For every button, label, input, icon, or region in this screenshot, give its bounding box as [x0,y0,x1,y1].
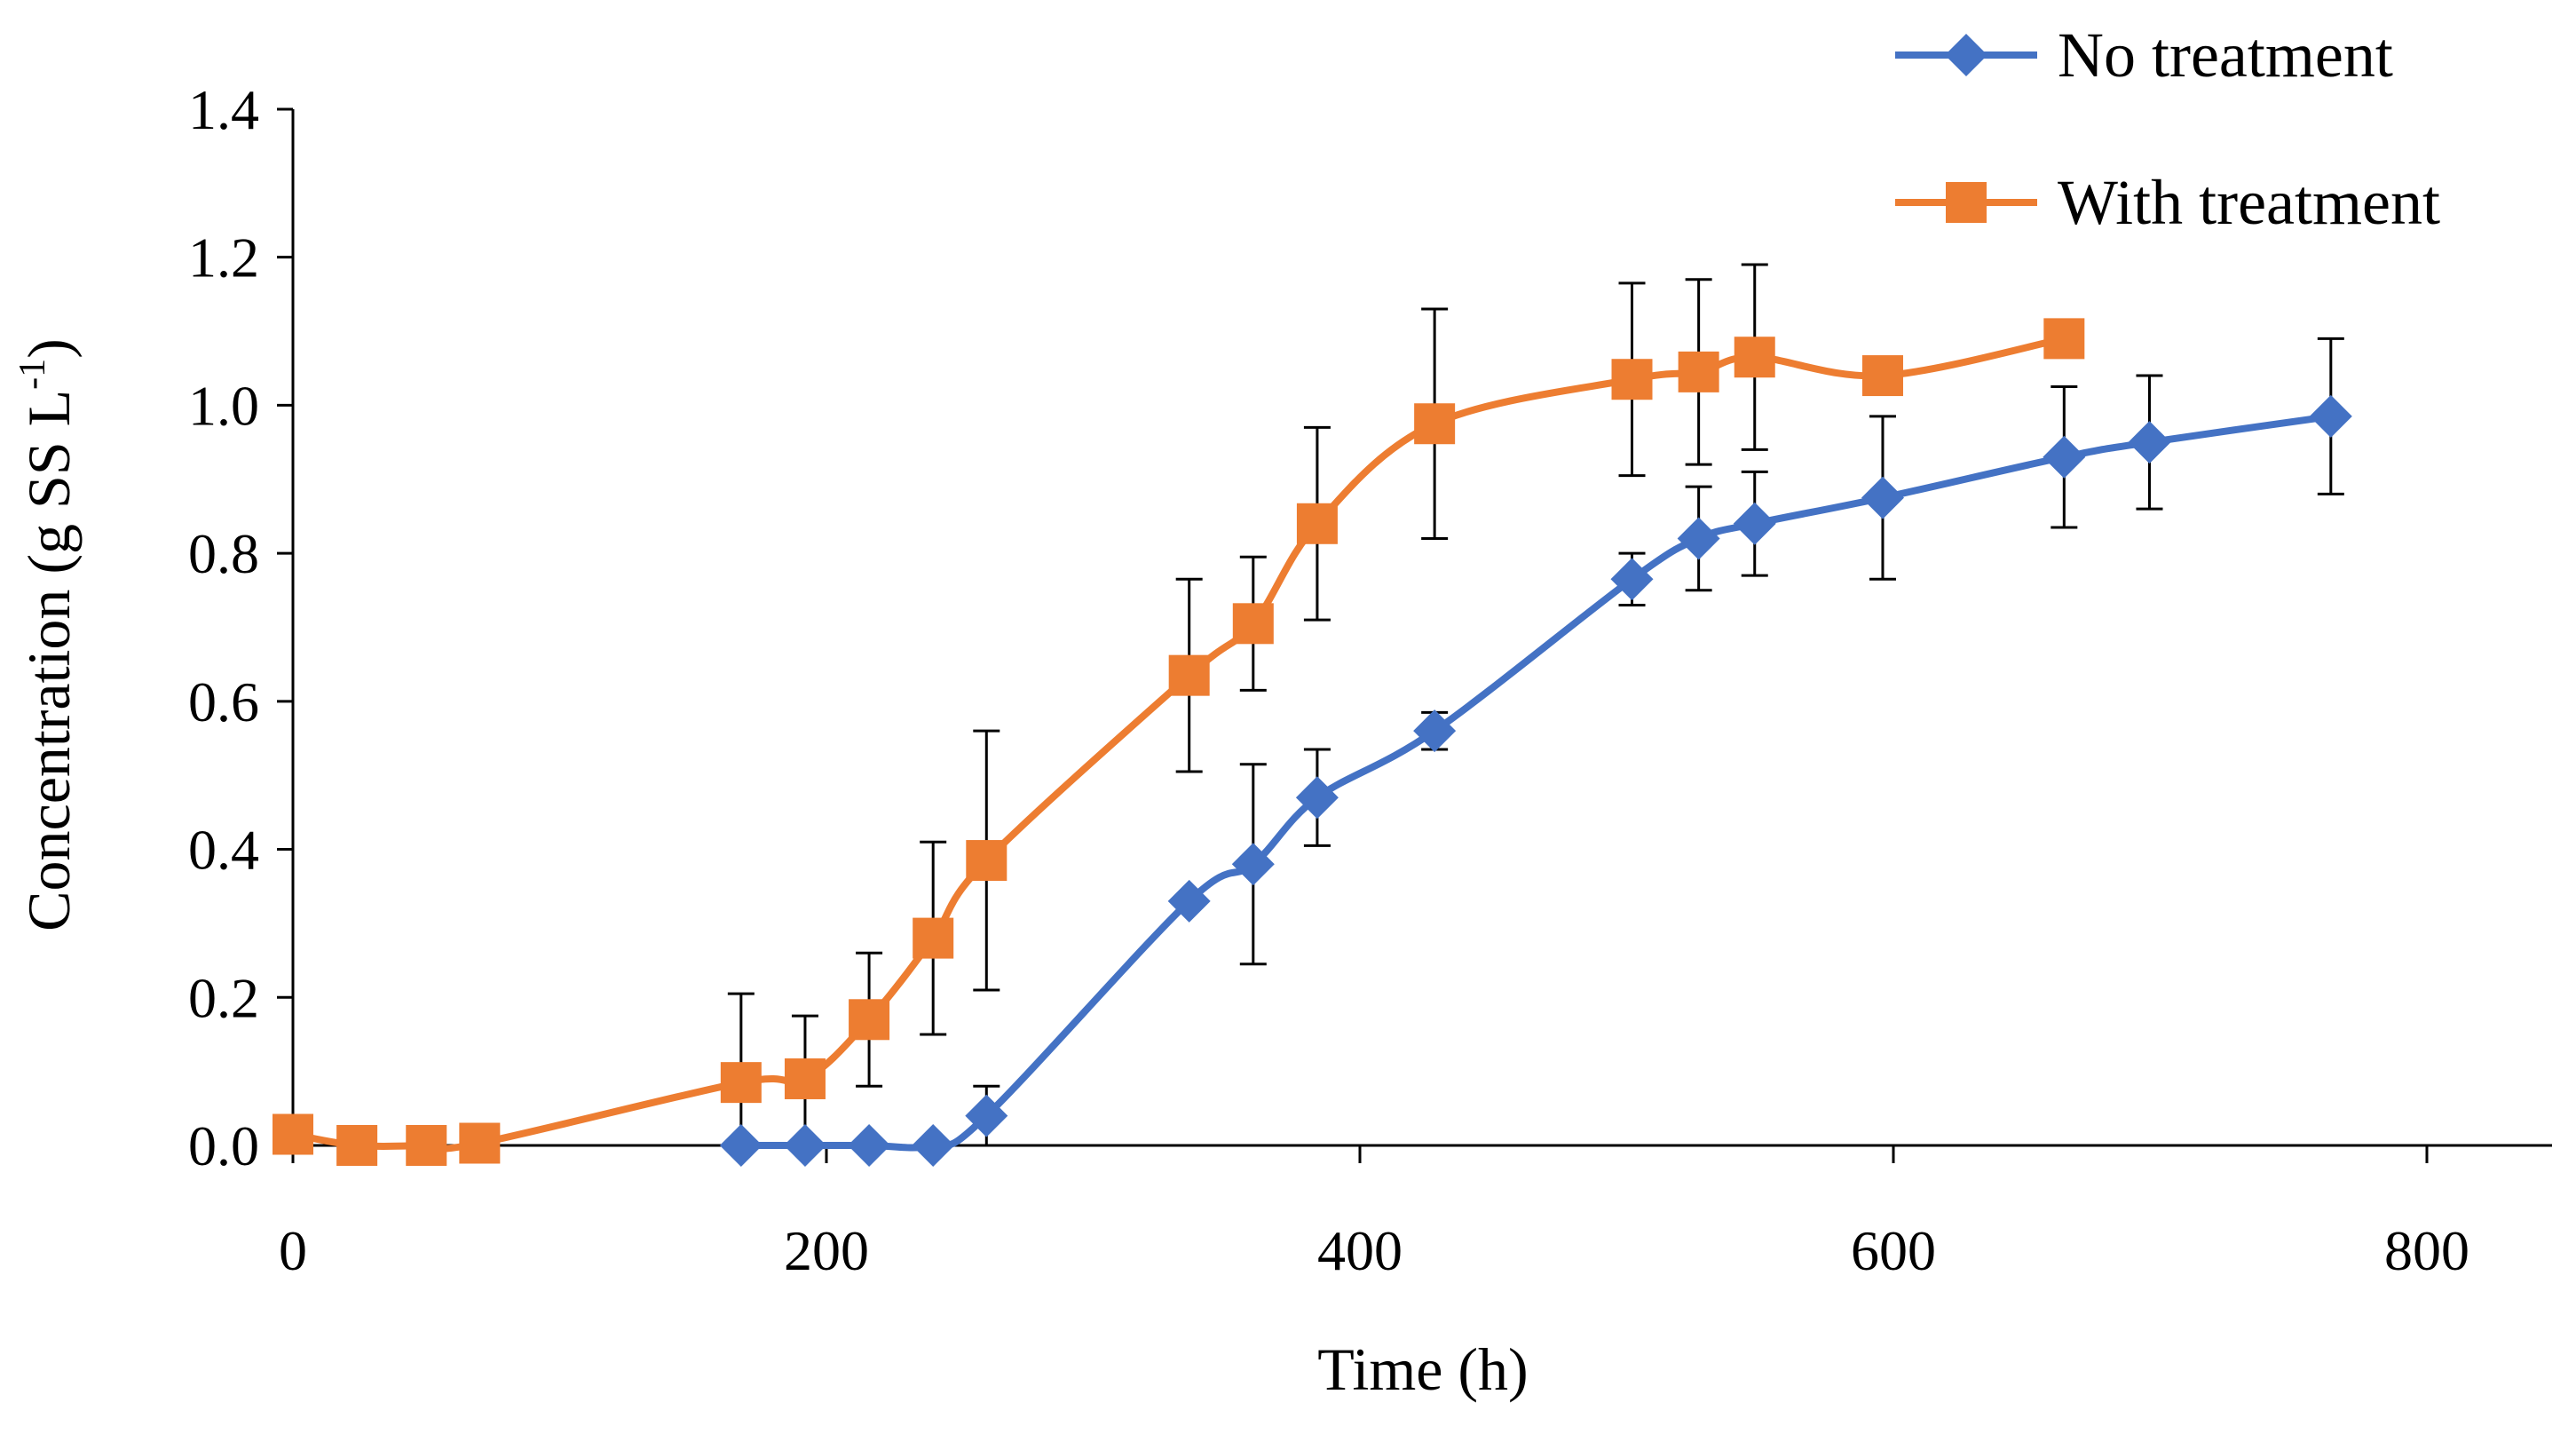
series-lines [289,335,2335,1153]
legend: No treatment With treatment [1895,20,2440,238]
series-markers [273,318,2352,1167]
no-treatment-line [737,412,2335,1152]
y-axis-title-close: ) [15,338,83,359]
no-treatment-marker [1167,879,1211,923]
no-treatment-marker [719,1124,763,1167]
no-treatment-marker [1413,709,1457,753]
with-treatment-marker [1861,355,1903,397]
with-treatment-marker [1678,351,1719,392]
legend-label-with-treatment: With treatment [2058,167,2440,238]
no-treatment-marker [848,1124,891,1167]
with-treatment-marker [784,1058,826,1099]
with-treatment-marker [1168,654,1210,696]
with-treatment-marker [273,1113,313,1155]
x-tick-label: 800 [2384,1219,2469,1282]
y-axis-title: Concentration (g SS L-1) [12,338,83,931]
no-treatment-marker [783,1124,826,1167]
y-tick-label: 1.4 [188,78,259,141]
with-treatment-marker [2043,318,2085,360]
x-axis-title: Time (h) [1317,1335,1528,1403]
y-tick-label: 0.4 [188,819,259,882]
no-treatment-marker [1231,843,1275,886]
y-axis-title-superscript: -1 [12,359,53,390]
with-treatment-marker [720,1062,762,1104]
no-treatment-marker [1677,517,1720,560]
with-treatment-marker [913,917,954,959]
legend-marker-with-treatment [1946,182,1987,223]
with-treatment-marker [336,1125,378,1166]
no-treatment-marker [912,1124,955,1167]
y-tick-label: 1.0 [188,374,259,437]
no-treatment-marker [2043,435,2086,479]
y-tick-label: 0.0 [188,1114,259,1177]
with-treatment-marker [966,840,1007,882]
y-tick-label: 1.2 [188,226,259,289]
y-tick-label: 0.2 [188,966,259,1029]
with-treatment-marker [1296,503,1338,544]
legend-item-no-treatment: No treatment [1895,20,2393,91]
legend-item-with-treatment: With treatment [1895,167,2440,238]
y-tick-label: 0.6 [188,670,259,733]
legend-label-no-treatment: No treatment [2058,20,2393,91]
no-treatment-marker [1610,558,1654,601]
with-treatment-line [289,335,2068,1153]
with-treatment-marker [849,999,890,1041]
x-tick-label: 0 [279,1219,307,1282]
y-axis-title-main: Concentration (g SS L [15,390,83,931]
no-treatment-marker [1861,476,1904,519]
with-treatment-marker [459,1122,501,1164]
x-tick-label: 400 [1317,1219,1403,1282]
x-tick-label: 200 [784,1219,869,1282]
axes [277,107,2552,1163]
no-treatment-marker [1295,776,1339,820]
no-treatment-marker [1733,502,1776,545]
with-treatment-marker [1734,337,1775,378]
y-tick-label: 0.8 [188,522,259,585]
legend-marker-no-treatment [1945,34,1987,76]
no-treatment-marker [2128,421,2171,464]
with-treatment-marker [406,1125,447,1166]
no-treatment-marker [2309,394,2352,438]
no-treatment-marker [965,1094,1008,1137]
x-tick-label: 600 [1851,1219,1936,1282]
with-treatment-marker [1232,603,1274,645]
tick-labels: 0.0 0.2 0.4 0.6 0.8 1.0 1.2 1.4 0 200 400 600 800 [188,78,2469,1282]
with-treatment-marker [1414,403,1456,445]
with-treatment-marker [1611,359,1653,400]
